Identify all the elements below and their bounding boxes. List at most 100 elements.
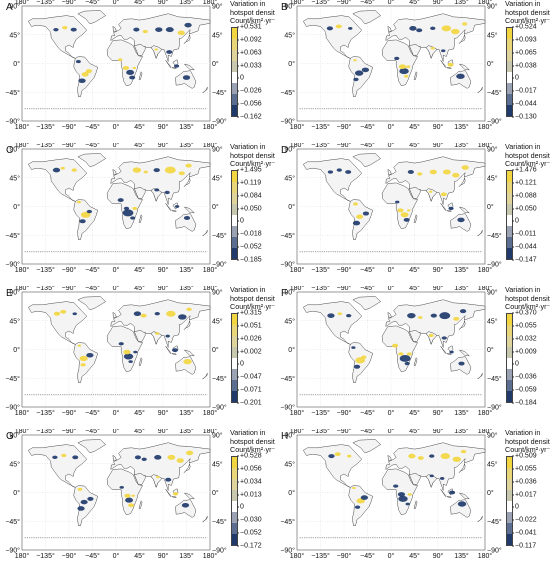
hotspot-increase-region (461, 22, 468, 26)
hotspot-increase-region (140, 313, 147, 318)
longitude-tick-label: 90° (433, 552, 444, 560)
land-outline (183, 463, 191, 473)
latitude-tick-label: 45° (212, 31, 223, 39)
longitude-tick-label: 90° (433, 429, 444, 435)
longitude-tick-label: 0° (388, 266, 395, 274)
map-panel-c: C 180° 180° −135° −135° −90° −90° −45° −45° 0° 0° 4… (0, 143, 275, 286)
longitude-tick-label: 135° (454, 123, 469, 131)
longitude-tick-label: 135° (179, 123, 194, 131)
land-outline (413, 357, 418, 366)
longitude-tick-label: 180° (478, 266, 493, 274)
land-outline (348, 56, 373, 97)
longitude-tick-label: 180° (478, 143, 493, 149)
land-outline (172, 67, 177, 69)
hotspot-decrease-region (72, 312, 77, 316)
latitude-tick-label: −45° (212, 375, 227, 383)
hotspot-decrease-region (457, 217, 465, 223)
land-outline (202, 86, 208, 94)
latitude-tick-label: −90° (487, 261, 502, 269)
colorbar-segment (232, 61, 237, 72)
latitude-tick-label: 90° (212, 289, 223, 297)
latitude-tick-label: 45° (9, 174, 20, 182)
latitude-tick-label: 0° (13, 346, 20, 354)
world-map: 180° 180° −135° −135° −90° −90° −45° −45° 0° 0° 45… (5, 143, 227, 274)
land-outline (447, 353, 452, 355)
longitude-tick-label: 180° (290, 0, 305, 6)
colorbar-segment (232, 380, 237, 391)
land-outline (302, 301, 363, 345)
hotspot-decrease-region (346, 313, 352, 318)
longitude-tick-label: 135° (454, 0, 469, 6)
hotspot-increase-region (417, 456, 424, 460)
land-outline (413, 500, 418, 509)
colorbar-tick-label: +0.033 (237, 62, 262, 70)
longitude-tick-label: 45° (134, 286, 145, 292)
colorbar (231, 27, 238, 117)
land-outline (381, 182, 418, 230)
colorbar-tick-label: +0.017 (512, 491, 537, 499)
latitude-tick-label: 90° (487, 289, 498, 297)
latitude-tick-label: 45° (487, 317, 498, 325)
land-outline (133, 473, 146, 486)
colorbar-segment (232, 226, 237, 237)
colorbar-segment (507, 391, 512, 402)
colorbar-segment (232, 347, 237, 358)
hotspot-increase-region (155, 332, 160, 335)
colorbar-segment (232, 182, 237, 193)
land-outline (450, 213, 472, 232)
land-outline (413, 71, 418, 80)
land-outline (133, 187, 146, 200)
land-outline (202, 515, 208, 523)
hotspot-increase-region (79, 355, 88, 362)
colorbar-ticks: +0.509 +0.055 +0.036 +0.017 0 −0.022 −0.041 −0.… (511, 453, 550, 550)
colorbar-tick-label: +0.370 (512, 309, 537, 317)
colorbar-tick-label: +0.050 (237, 205, 262, 213)
hotspot-decrease-region (360, 495, 368, 500)
hotspot-decrease-region (126, 69, 135, 75)
hotspot-decrease-region (354, 70, 364, 76)
hotspot-decrease-region (407, 170, 414, 174)
colorbar-segment (232, 358, 237, 369)
legend-title: Variation in hotspot density Count/km²·yr⁻… (230, 286, 275, 312)
hotspot-decrease-region (429, 454, 435, 458)
longitude-tick-label: 45° (134, 0, 145, 6)
colorbar-segment (232, 94, 237, 105)
latitude-tick-label: −90° (5, 404, 20, 412)
colorbar-ticks: +0.531 +0.092 +0.063 +0.033 0 −0.026 −0.056 −0.… (237, 24, 275, 121)
land-outline (183, 34, 191, 44)
colorbar-segment (507, 523, 512, 534)
hotspot-increase-region (335, 24, 342, 29)
longitude-tick-label: 180° (478, 552, 493, 560)
world-map: 180° 180° −135° −135° −90° −90° −45° −45° 0° 0° 45… (280, 0, 502, 131)
colorbar-tick-label: +0.121 (512, 179, 537, 187)
hotspot-decrease-region (409, 26, 417, 31)
land-outline (165, 203, 172, 211)
hotspot-increase-region (353, 202, 358, 206)
legend-title-line: Variation in (230, 286, 266, 294)
hotspot-decrease-region (429, 474, 434, 478)
longitude-tick-label: 45° (409, 123, 420, 131)
longitude-tick-label: −135° (311, 286, 330, 292)
longitude-tick-label: −45° (360, 429, 375, 435)
land-outline (413, 214, 418, 223)
colorbar-tick-label: +0.055 (512, 465, 537, 473)
longitude-tick-label: −45° (360, 286, 375, 292)
hotspot-increase-region (122, 65, 130, 70)
longitude-tick-label: 135° (454, 266, 469, 274)
longitude-tick-label: 0° (113, 286, 120, 292)
latitude-tick-label: −90° (487, 404, 502, 412)
longitude-tick-label: −90° (62, 143, 77, 149)
latitude-tick-label: 90° (212, 3, 223, 11)
hotspot-increase-region (450, 28, 460, 35)
colorbar-segment (507, 358, 512, 369)
colorbar-segment (507, 226, 512, 237)
colorbar-tick-label: +0.002 (237, 348, 262, 356)
colorbar-segment (232, 314, 237, 325)
latitude-tick-label: −90° (5, 261, 20, 269)
colorbar-tick-label: 0 (512, 503, 519, 511)
latitude-tick-label: 90° (212, 146, 223, 154)
longitude-tick-label: −90° (62, 123, 77, 131)
land-outline (183, 320, 191, 330)
colorbar-segment (507, 105, 512, 116)
hotspot-decrease-region (327, 313, 335, 318)
